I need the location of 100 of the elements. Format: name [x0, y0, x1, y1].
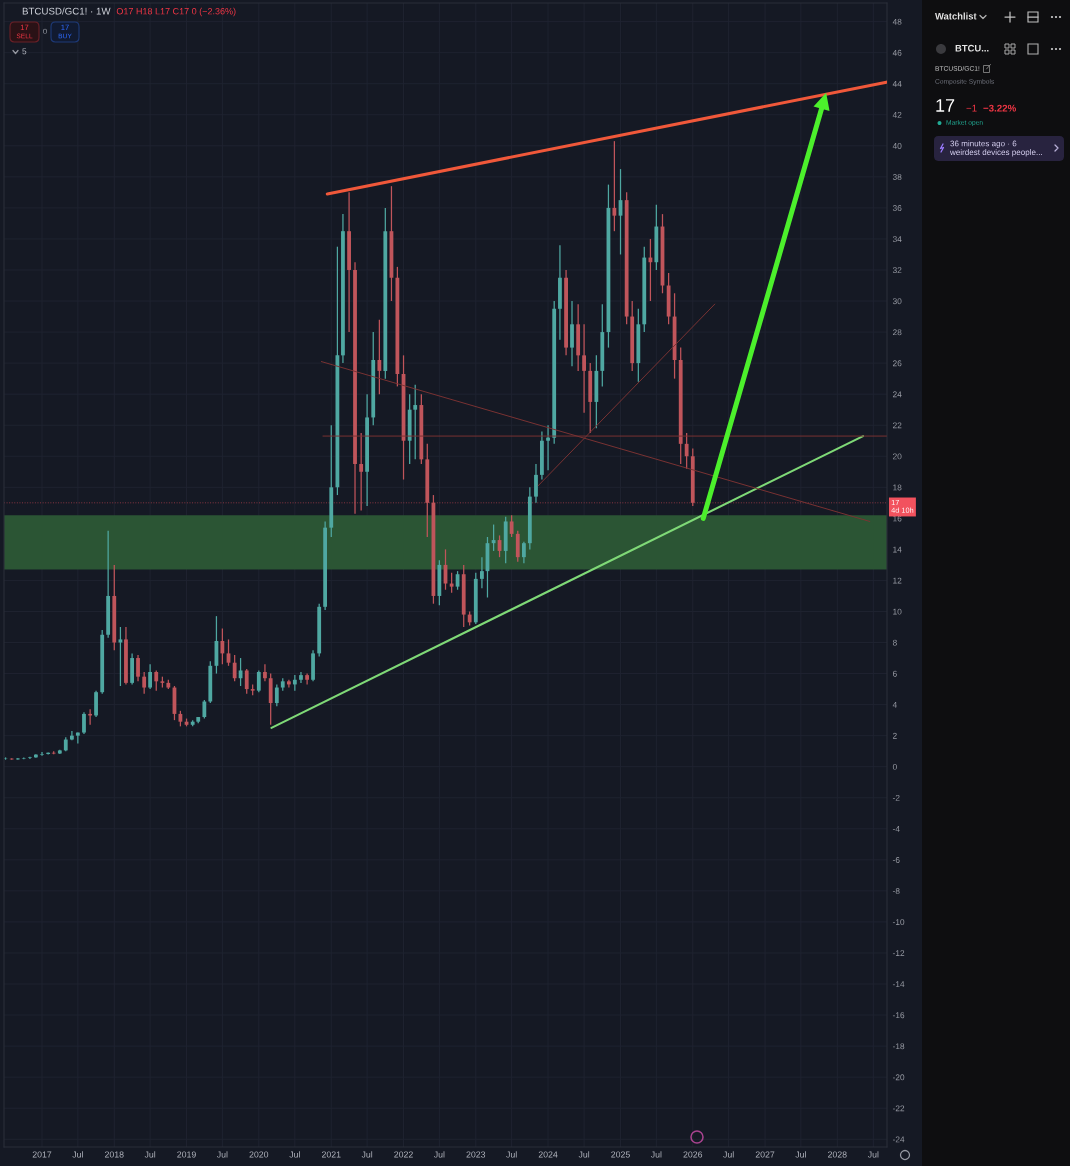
candlestick	[232, 654, 237, 682]
candlestick	[491, 523, 496, 552]
y-tick-label: -14	[892, 981, 905, 988]
y-tick-label: 4	[892, 701, 897, 708]
candlestick	[534, 463, 538, 504]
x-tick-label: 2028	[828, 1151, 847, 1158]
y-tick-label: 42	[892, 111, 902, 118]
candlestick	[377, 319, 382, 395]
y-tick-label: -24	[892, 1136, 905, 1143]
y-tick-label: -12	[892, 950, 905, 956]
x-tick-label: Jul	[867, 1151, 879, 1158]
candlestick	[359, 432, 364, 512]
candlestick	[202, 699, 207, 720]
x-tick-label: Jul	[289, 1151, 300, 1158]
candlestick	[40, 751, 44, 757]
y-tick-label: 12	[893, 577, 902, 584]
x-tick-label: Jul	[723, 1151, 734, 1158]
x-tick-label: 2026	[683, 1151, 703, 1158]
x-tick-label: 2022	[394, 1151, 413, 1158]
y-tick-label: 28	[892, 329, 902, 336]
y-tick-label: 44	[892, 81, 902, 87]
y-tick-label: 14	[893, 546, 902, 553]
candlestick	[413, 384, 418, 460]
annotation: O17 H18 L17 C17 0 (−2.36%)	[116, 7, 236, 17]
y-tick-label: -16	[892, 1012, 905, 1019]
candlestick	[582, 323, 586, 414]
y-tick-label: 2	[892, 732, 897, 739]
candlestick	[15, 757, 20, 761]
y-tick-label: 46	[892, 49, 902, 56]
candlestick	[148, 663, 153, 690]
y-tick-label: 24	[892, 391, 902, 398]
x-tick-label: 2025	[611, 1151, 630, 1158]
candlestick	[220, 627, 225, 665]
candlestick	[263, 663, 267, 682]
candlestick	[94, 690, 98, 718]
candlestick	[256, 669, 261, 693]
candlestick	[244, 668, 249, 695]
text: 36 minutes ago · 6 weirdest devices people...	[949, 140, 1042, 157]
candlestick	[612, 140, 617, 232]
x-tick-label: 2024	[538, 1151, 558, 1158]
y-tick-label: 26	[892, 360, 902, 367]
candlestick	[515, 530, 520, 563]
text: −1	[966, 104, 977, 112]
candlestick	[480, 556, 484, 589]
y-tick-label: 40	[892, 143, 902, 149]
x-tick-label: Jul	[795, 1151, 806, 1158]
text: BTCU...	[955, 44, 989, 52]
y-tick-label: -6	[892, 857, 900, 863]
x-tick-label: 2017	[32, 1151, 52, 1158]
y-tick-label: -10	[892, 919, 905, 926]
text: Watchlist	[935, 12, 977, 20]
candlestick	[274, 683, 279, 707]
y-tick-label: 8	[892, 639, 897, 646]
x-tick-label: Jul	[650, 1151, 662, 1158]
chart-title: BTCUSD/GC1! · 1W	[22, 7, 111, 15]
x-tick-label: Jul	[361, 1151, 373, 1158]
x-tick-label: 2027	[755, 1151, 775, 1158]
y-tick-label: 34	[892, 236, 902, 243]
candlestick	[522, 541, 526, 564]
candlestick	[136, 654, 140, 682]
y-tick-label: 32	[892, 267, 902, 274]
candlestick	[286, 679, 291, 689]
text: −3.22%	[983, 104, 1016, 112]
y-tick-label: 22	[892, 422, 902, 429]
x-tick-label: Jul	[216, 1151, 228, 1158]
y-tick-label: -20	[892, 1074, 905, 1081]
x-tick-label: Jul	[578, 1151, 590, 1158]
candlestick	[449, 572, 454, 594]
x-tick-label: Jul	[72, 1151, 83, 1158]
y-tick-label: -18	[892, 1043, 905, 1050]
candlestick	[142, 671, 147, 695]
y-tick-label: 20	[892, 453, 902, 460]
candlestick	[546, 424, 550, 471]
y-tick-label: 30	[892, 298, 902, 305]
x-tick-label: Jul	[144, 1151, 156, 1158]
y-tick-label: 0	[892, 763, 897, 770]
y-tick-label: 18	[893, 484, 902, 491]
y-tick-label: 6	[892, 670, 897, 677]
y-tick-label: 10	[893, 608, 902, 615]
y-tick-label: 48	[892, 18, 902, 25]
y-tick-label: -4	[892, 826, 900, 832]
annotation: 5	[22, 48, 27, 55]
y-tick-label: 16	[893, 515, 902, 522]
candlestick	[154, 669, 159, 692]
candlestick	[684, 432, 689, 470]
x-tick-label: 2020	[249, 1151, 269, 1158]
y-tick-label: 38	[892, 174, 902, 180]
candlestick	[570, 300, 574, 367]
y-tick-label: -8	[892, 888, 900, 894]
x-tick-label: 2019	[177, 1151, 196, 1158]
x-tick-label: 2018	[104, 1151, 124, 1158]
candlestick	[82, 711, 86, 735]
candlestick	[118, 626, 123, 687]
y-tick-label: -22	[892, 1105, 905, 1112]
x-tick-label: 2023	[466, 1151, 486, 1158]
text: 17	[936, 99, 955, 112]
candlestick	[509, 514, 514, 538]
y-tick-label: -2	[892, 794, 900, 801]
y-tick-label: 36	[892, 205, 902, 211]
x-tick-label: 2021	[321, 1151, 341, 1158]
